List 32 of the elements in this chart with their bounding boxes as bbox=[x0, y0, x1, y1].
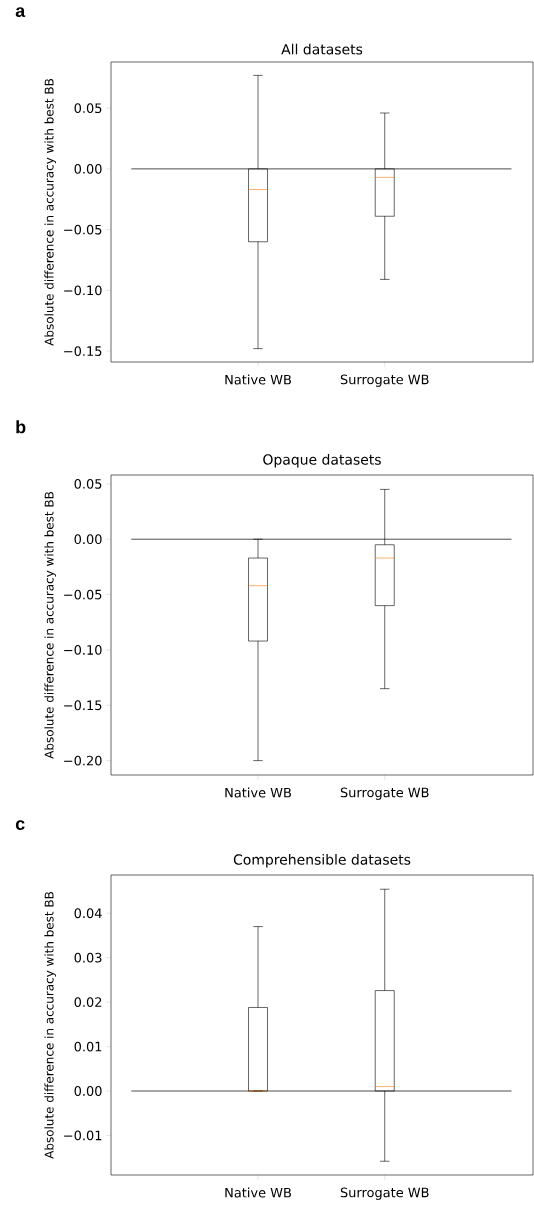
x-tick-label: Native WB bbox=[225, 1187, 291, 1198]
x-tick-label: Native WB bbox=[225, 787, 291, 798]
y-tick-label: 0.01 bbox=[74, 1041, 102, 1052]
chart-title: Opaque datasets bbox=[263, 454, 381, 468]
x-tick-label: Surrogate WB bbox=[340, 374, 429, 387]
chart-title: Comprehensible datasets bbox=[233, 854, 411, 868]
y-tick-label: 0.03 bbox=[74, 952, 102, 963]
text: a bbox=[15, 7, 26, 18]
y-tick-label: 0.00 bbox=[74, 163, 102, 174]
y-tick-label: 0.05 bbox=[74, 478, 102, 489]
y-axis-title: Absolute difference in accuracy with best BB bbox=[44, 79, 56, 346]
x-tick-label: Native WB bbox=[225, 374, 291, 385]
y-tick-label: −0.10 bbox=[64, 285, 102, 296]
y-tick-label: −0.05 bbox=[64, 589, 102, 600]
y-tick-label: 0.00 bbox=[74, 534, 102, 545]
y-axis-title: Absolute difference in accuracy with best BB bbox=[44, 492, 56, 759]
y-axis-title: Absolute difference in accuracy with best BB bbox=[44, 892, 56, 1159]
y-tick-label: −0.10 bbox=[64, 645, 102, 655]
y-tick-label: 0.00 bbox=[74, 1086, 102, 1096]
x-tick-label: Surrogate WB bbox=[340, 787, 429, 800]
text: b bbox=[16, 420, 26, 434]
y-tick-label: −0.15 bbox=[64, 346, 102, 356]
y-tick-label: 0.04 bbox=[74, 908, 102, 919]
x-tick-label: Surrogate WB bbox=[340, 1187, 429, 1200]
y-tick-label: −0.05 bbox=[64, 224, 102, 235]
y-tick-label: 0.05 bbox=[74, 103, 102, 114]
chart-title: All datasets bbox=[281, 43, 363, 55]
y-tick-label: −0.15 bbox=[64, 700, 102, 711]
y-tick-label: 0.02 bbox=[74, 997, 102, 1008]
y-tick-label: −0.20 bbox=[64, 755, 102, 766]
y-tick-label: −0.01 bbox=[64, 1130, 102, 1141]
text: c bbox=[15, 820, 25, 831]
